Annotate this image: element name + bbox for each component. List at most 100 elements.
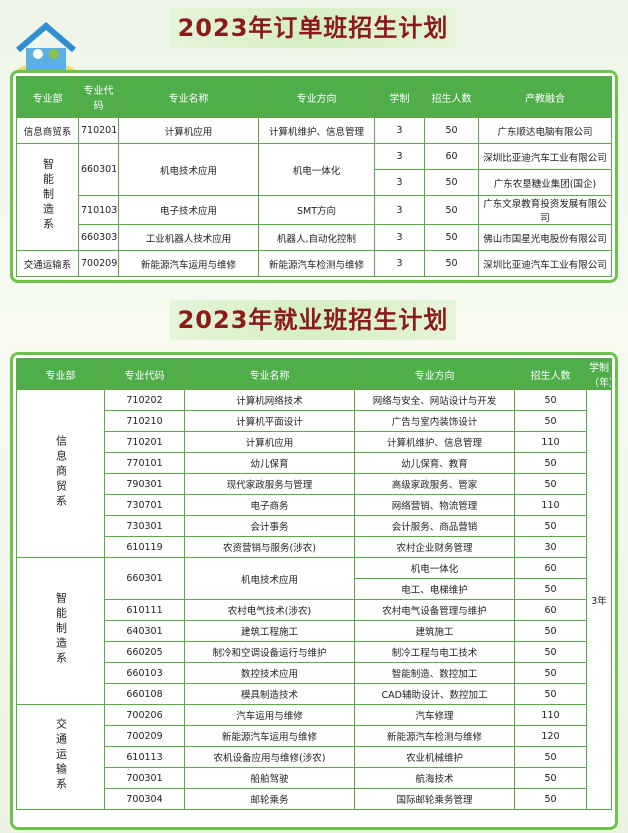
table-cell: 3 xyxy=(374,169,425,196)
table-cell: 640301 xyxy=(104,620,185,642)
table-cell: 汽车运用与维修 xyxy=(184,704,355,726)
table-cell: 50 xyxy=(514,389,587,411)
table-cell: 660303 xyxy=(78,224,119,251)
table-row: 信息商贸系 710202 计算机网络技术 网络与安全、网站设计与开发 50 3年 xyxy=(16,389,612,810)
table-cell: SMT方向 xyxy=(258,195,375,225)
table-cell: 50 xyxy=(424,169,479,196)
table-cell: 数控技术应用 xyxy=(184,662,355,684)
table-cell: 730301 xyxy=(104,515,185,537)
table-cell: 电子商务 xyxy=(184,494,355,516)
table-cell: 幼儿保育 xyxy=(184,452,355,474)
table-cell: 110 xyxy=(514,704,587,726)
table-row: 700304 邮轮乘务 国际邮轮乘务管理 50 xyxy=(17,788,612,810)
table-row: 660103 数控技术应用 智能制造、数控加工 50 xyxy=(17,662,612,684)
table-cell: 智能制造系 xyxy=(16,557,105,705)
table-cell: 广东农垦糖业集团(国企) xyxy=(478,169,612,196)
table-row: 700209 新能源汽车运用与维修 新能源汽车检测与维修 120 xyxy=(17,725,612,747)
table-cell: 广告与室内装饰设计 xyxy=(354,410,515,432)
table-cell: 700304 xyxy=(104,788,185,810)
table-cell: 机器人,自动化控制 xyxy=(258,224,375,251)
table-cell: 660301 xyxy=(104,557,185,600)
table-cell: 信息商贸系 xyxy=(16,389,105,558)
table-cell: 网络营销、物流管理 xyxy=(354,494,515,516)
table-cell: 计算机应用 xyxy=(184,431,355,453)
table-cell: 710201 xyxy=(104,431,185,453)
table-cell: 50 xyxy=(514,515,587,537)
table-cell: 110 xyxy=(514,431,587,453)
table-cell: 660205 xyxy=(104,641,185,663)
header-cell: 专业方向 xyxy=(258,76,375,118)
table-row: 610111 农村电气技术(涉农) 农村电气设备管理与维护 60 xyxy=(17,599,612,621)
table-cell: 会计服务、商品营销 xyxy=(354,515,515,537)
table-cell: 计算机维护、信息管理 xyxy=(258,117,375,144)
table-cell: 农村企业财务管理 xyxy=(354,536,515,558)
table-row: 710201 计算机应用 计算机维护、信息管理 110 xyxy=(17,431,612,453)
table-cell: 610111 xyxy=(104,599,185,621)
table-row: 710210 计算机平面设计 广告与室内装饰设计 50 xyxy=(17,410,612,432)
table-row: 660205 制冷和空调设备运行与维护 制冷工程与电工技术 50 xyxy=(17,641,612,663)
table-cell: 700209 xyxy=(104,725,185,747)
table-cell: 50 xyxy=(514,746,587,768)
table-cell: 建筑施工 xyxy=(354,620,515,642)
title: 2023年订单班招生计划 xyxy=(170,8,456,48)
table-cell: 3 xyxy=(374,224,425,251)
table-cell: 710201 xyxy=(78,117,119,144)
table-cell: 汽车修理 xyxy=(354,704,515,726)
table-cell: 航海技术 xyxy=(354,767,515,789)
table-cell: 50 xyxy=(514,578,587,600)
table-cell: 计算机网络技术 xyxy=(184,389,355,411)
table-cell: 60 xyxy=(514,599,587,621)
table-cell: 广东文泉教育投资发展有限公司 xyxy=(478,195,612,225)
table-cell: 建筑工程施工 xyxy=(184,620,355,642)
table: 专业部专业代码专业名称专业方向招生人数学制（年）信息商贸系710202计算机网络… xyxy=(16,358,612,810)
table-row: 730701 电子商务 网络营销、物流管理 110 xyxy=(17,494,612,516)
table-cell: 120 xyxy=(514,725,587,747)
table-box: 专业部专业代码专业名称专业方向招生人数学制（年）信息商贸系710202计算机网络… xyxy=(10,352,618,830)
table-cell: 机电技术应用 xyxy=(118,143,259,196)
table-cell: 幼儿保育、教育 xyxy=(354,452,515,474)
table-row: 610119 农资营销与服务(涉农) 农村企业财务管理 30 xyxy=(17,536,612,558)
table-cell: 710103 xyxy=(78,195,119,225)
table-cell: 农村电气技术(涉农) xyxy=(184,599,355,621)
table-cell: 农村电气设备管理与维护 xyxy=(354,599,515,621)
table-cell: 交通运输系 xyxy=(16,704,105,810)
table-cell: 制冷工程与电工技术 xyxy=(354,641,515,663)
table-cell: 电工、电梯维护 xyxy=(354,578,515,600)
table-cell: 智能制造、数控加工 xyxy=(354,662,515,684)
table-cell: 佛山市国星光电股份有限公司 xyxy=(478,224,612,251)
table-row: 660303 工业机器人技术应用 机器人,自动化控制 3 50 佛山市国星光电股份有限公司 xyxy=(17,224,612,251)
table-cell: 50 xyxy=(514,788,587,810)
table-cell: 700209 xyxy=(78,250,119,277)
table-cell: 会计事务 xyxy=(184,515,355,537)
table-cell: 660103 xyxy=(104,662,185,684)
header-cell: 专业代码 xyxy=(104,358,185,390)
table-cell: 710202 xyxy=(104,389,185,411)
table-cell: 广东顺达电脑有限公司 xyxy=(478,117,612,144)
table-cell: 50 xyxy=(514,452,587,474)
table-cell: 50 xyxy=(514,473,587,495)
table-cell: 700206 xyxy=(104,704,185,726)
table-row: 智能制造系 660301 机电技术应用 机电一体化 60 xyxy=(16,557,612,705)
header-cell: 专业方向 xyxy=(354,358,515,390)
table-cell: 660108 xyxy=(104,683,185,705)
table-row: 610113 农机设备应用与维修(涉农) 农业机械维护 50 xyxy=(17,746,612,768)
table-cell: 3 xyxy=(374,117,425,144)
table-cell: 50 xyxy=(424,117,479,144)
table-cell: 计算机平面设计 xyxy=(184,410,355,432)
header-cell: 学制（年） xyxy=(586,358,612,390)
table-cell: 模具制造技术 xyxy=(184,683,355,705)
table-cell: 30 xyxy=(514,536,587,558)
table-cell: 50 xyxy=(514,410,587,432)
table-cell: 3 xyxy=(374,195,425,225)
header-cell: 招生人数 xyxy=(424,76,479,118)
table-row: 660108 模具制造技术 CAD辅助设计、数控加工 50 xyxy=(17,683,612,705)
table-row: 智能制造系 660301 机电技术应用 机电一体化 3 60 深圳比亚迪汽车工业有限公司 xyxy=(16,143,612,251)
table: 专业部 专业代码 专业名称 专业方向 学制 招生人数 产教融合 信息商贸系 710201 计算机应… xyxy=(16,76,612,277)
header-cell: 学制 xyxy=(374,76,425,118)
table-cell: 50 xyxy=(514,620,587,642)
table-cell: 770101 xyxy=(104,452,185,474)
table-cell: 计算机维护、信息管理 xyxy=(354,431,515,453)
table-cell: 农资营销与服务(涉农) xyxy=(184,536,355,558)
header-cell: 产教融合 xyxy=(478,76,612,118)
